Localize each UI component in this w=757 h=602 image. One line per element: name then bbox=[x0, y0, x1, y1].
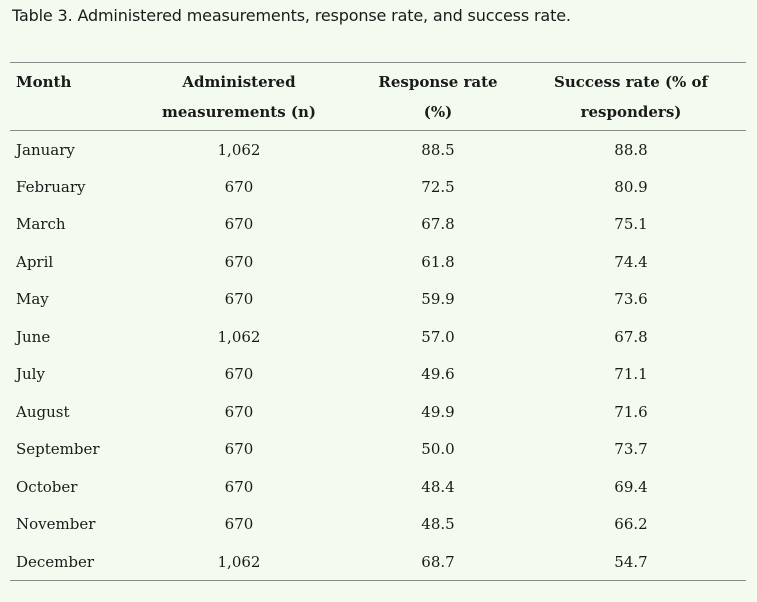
cell-administered: 670 bbox=[224, 365, 254, 384]
table-row: June 1,062 57.0 67.8 bbox=[10, 318, 746, 356]
cell-response-rate: 72.5 bbox=[421, 177, 455, 196]
cell-success-rate: 75.1 bbox=[614, 215, 648, 234]
cell-administered: 670 bbox=[224, 290, 254, 309]
cell-month: January bbox=[16, 140, 75, 159]
data-table-container: Month Administered measurements (n) Resp… bbox=[10, 62, 746, 581]
cell-month: March bbox=[16, 215, 66, 234]
header-row: Month Administered measurements (n) Resp… bbox=[10, 62, 746, 131]
cell-administered: 670 bbox=[224, 440, 254, 459]
cell-month: July bbox=[16, 365, 45, 384]
cell-administered: 1,062 bbox=[217, 140, 261, 159]
cell-success-rate: 73.7 bbox=[614, 440, 648, 459]
table-row: September 670 50.0 73.7 bbox=[10, 431, 746, 469]
cell-month: May bbox=[16, 290, 49, 309]
cell-month: October bbox=[16, 477, 78, 496]
table-row: October 670 48.4 69.4 bbox=[10, 468, 746, 506]
cell-month: February bbox=[16, 177, 86, 196]
table-row: May 670 59.9 73.6 bbox=[10, 281, 746, 319]
cell-success-rate: 80.9 bbox=[614, 177, 648, 196]
cell-success-rate: 74.4 bbox=[614, 252, 648, 271]
cell-response-rate: 57.0 bbox=[421, 327, 455, 346]
table-row: April 670 61.8 74.4 bbox=[10, 243, 746, 281]
cell-month: June bbox=[16, 327, 51, 346]
table-row: January 1,062 88.5 88.8 bbox=[10, 131, 746, 169]
cell-month: August bbox=[16, 402, 70, 421]
cell-month: November bbox=[16, 515, 96, 534]
cell-administered: 670 bbox=[224, 477, 254, 496]
table-row: July 670 49.6 71.1 bbox=[10, 356, 746, 394]
cell-success-rate: 66.2 bbox=[614, 515, 648, 534]
table-row: November 670 48.5 66.2 bbox=[10, 506, 746, 544]
cell-success-rate: 73.6 bbox=[614, 290, 648, 309]
cell-administered: 670 bbox=[224, 215, 254, 234]
table-row: February 670 72.5 80.9 bbox=[10, 168, 746, 206]
cell-success-rate: 71.6 bbox=[614, 402, 648, 421]
table-header: Month Administered measurements (n) Resp… bbox=[10, 62, 746, 131]
cell-administered: 670 bbox=[224, 177, 254, 196]
cell-success-rate: 88.8 bbox=[614, 140, 648, 159]
cell-response-rate: 59.9 bbox=[421, 290, 455, 309]
cell-month: December bbox=[16, 552, 95, 571]
header-month: Month bbox=[16, 73, 72, 91]
table-row: August 670 49.9 71.6 bbox=[10, 393, 746, 431]
cell-administered: 670 bbox=[224, 252, 254, 271]
cell-response-rate: 88.5 bbox=[421, 140, 455, 159]
cell-administered: 670 bbox=[224, 515, 254, 534]
cell-response-rate: 48.5 bbox=[421, 515, 455, 534]
cell-month: September bbox=[16, 440, 100, 459]
cell-response-rate: 61.8 bbox=[421, 252, 455, 271]
cell-response-rate: 48.4 bbox=[421, 477, 455, 496]
cell-response-rate: 67.8 bbox=[421, 215, 455, 234]
cell-success-rate: 54.7 bbox=[614, 552, 648, 571]
cell-response-rate: 49.6 bbox=[421, 365, 455, 384]
cell-success-rate: 69.4 bbox=[614, 477, 648, 496]
data-table: Month Administered measurements (n) Resp… bbox=[10, 62, 746, 581]
header-success-rate: Success rate (% of responders) bbox=[553, 73, 708, 121]
table-row: March 670 67.8 75.1 bbox=[10, 206, 746, 244]
cell-administered: 670 bbox=[224, 402, 254, 421]
cell-administered: 1,062 bbox=[217, 327, 261, 346]
table-caption: Table 3. Administered measurements, resp… bbox=[12, 6, 571, 25]
cell-success-rate: 71.1 bbox=[614, 365, 648, 384]
header-response-rate: Response rate (%) bbox=[378, 73, 498, 121]
table-row: December 1,062 68.7 54.7 bbox=[10, 543, 746, 581]
cell-response-rate: 68.7 bbox=[421, 552, 455, 571]
cell-success-rate: 67.8 bbox=[614, 327, 648, 346]
cell-response-rate: 49.9 bbox=[421, 402, 455, 421]
cell-administered: 1,062 bbox=[217, 552, 261, 571]
header-administered: Administered measurements (n) bbox=[162, 73, 316, 121]
table-body: January 1,062 88.5 88.8 February 670 72.5 80.9 M… bbox=[10, 131, 746, 581]
cell-month: April bbox=[16, 252, 54, 271]
cell-response-rate: 50.0 bbox=[421, 440, 455, 459]
